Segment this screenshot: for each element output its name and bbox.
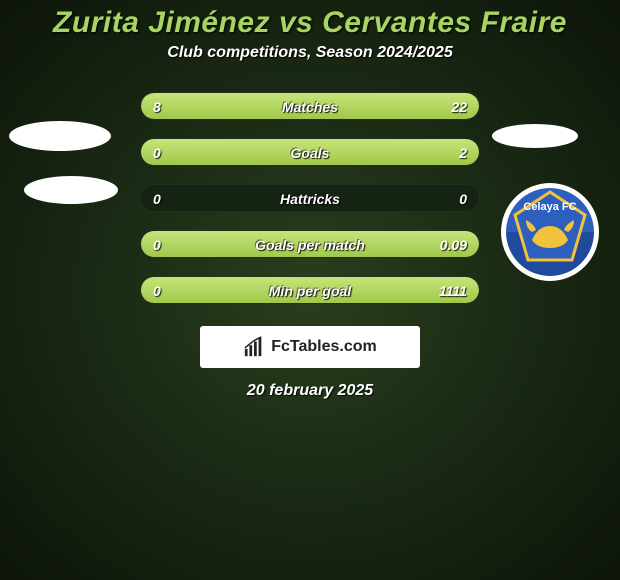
player-left-avatar-1 [9,121,111,151]
stat-value-left: 0 [153,277,161,303]
stat-row: Min per goal0 1111 [140,276,480,304]
svg-text:Celaya FC: Celaya FC [523,201,576,213]
stat-value-left: 0 [153,231,161,257]
snapshot-date: 20 february 2025 [0,382,620,400]
stat-value-right: 0.09 [440,231,467,257]
stat-value-right: 22 [451,93,467,119]
stat-row: Goals0 2 [140,138,480,166]
chart-icon [243,336,265,358]
stat-label: Min per goal [141,277,479,303]
stat-label: Goals per match [141,231,479,257]
stat-label: Hattricks [141,185,479,211]
comparison-area: Celaya FC Matches822Goals02Hattricks00Go… [0,92,620,400]
branding-box: FcTables.com [200,326,420,368]
stat-value-left: 0 [153,139,161,165]
club-badge-svg: Celaya FC [500,182,600,282]
player-left-avatar-2 [24,176,118,204]
stat-label: Goals [141,139,479,165]
page-title: Zurita Jiménez vs Cervantes Fraire [0,0,620,44]
stat-row: Goals per match0 0.09 [140,230,480,258]
stat-label: Matches [141,93,479,119]
player-right-avatar [492,124,578,148]
stat-value-left: 8 [153,93,161,119]
stat-value-right: 1111 [439,277,467,303]
stat-value-right: 0 [459,185,467,211]
stat-rows: Matches822Goals02Hattricks00Goals per ma… [140,92,480,304]
stat-row: Hattricks0 0 [140,184,480,212]
branding-text: FcTables.com [271,338,377,356]
stat-value-left: 0 [153,185,161,211]
page-subtitle: Club competitions, Season 2024/2025 [0,44,620,62]
stat-value-right: 2 [459,139,467,165]
club-badge: Celaya FC [500,182,600,282]
stat-row: Matches8 22 [140,92,480,120]
